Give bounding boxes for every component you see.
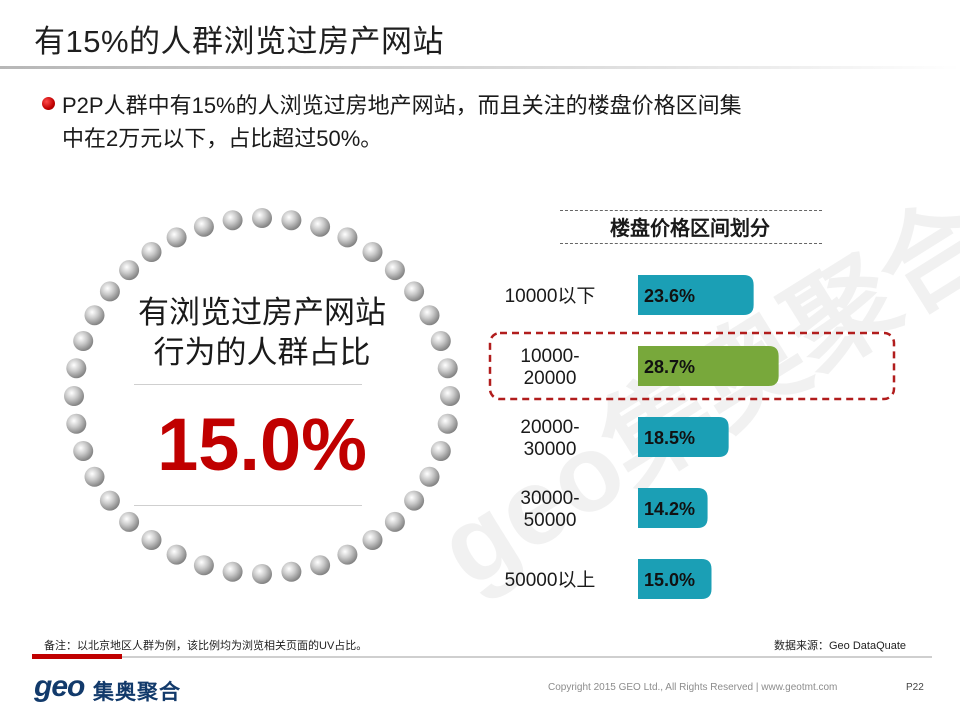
- ring-bead: [384, 260, 405, 281]
- ring-bead: [99, 490, 120, 511]
- ring-bead: [310, 555, 331, 576]
- category-label: 50000: [524, 510, 577, 531]
- ring-bead: [252, 564, 272, 584]
- ring-bead: [73, 331, 94, 351]
- ring-bead: [337, 544, 358, 565]
- price-range-bar-chart: 23.6%10000以下28.7%10000-2000018.5%20000-3…: [488, 275, 896, 599]
- ring-bead: [193, 216, 214, 237]
- category-label: 30000-: [520, 488, 579, 509]
- ring-bead: [166, 544, 187, 565]
- bullet-text-line-1: P2P人群中有15%的人浏览过房地产网站，而且关注的楼盘价格区间集: [62, 93, 742, 118]
- page-number: P22: [906, 682, 924, 693]
- bar: [638, 275, 754, 315]
- ring-label-line-1: 有浏览过房产网站: [138, 295, 386, 330]
- bar-data-label: 23.6%: [644, 286, 695, 306]
- slide-title: 有15%的人群浏览过房产网站: [34, 24, 445, 59]
- ring-bead: [384, 511, 405, 532]
- title-rule: [0, 66, 960, 69]
- highlight-frame: [488, 331, 896, 401]
- ring-bead: [419, 305, 440, 326]
- bullet-dot-icon: [42, 97, 55, 110]
- ring-bead: [66, 413, 87, 434]
- ring-bead: [66, 358, 87, 379]
- ring-bead: [437, 413, 458, 434]
- bar: [638, 488, 708, 528]
- footer-accent-bar: [32, 654, 122, 659]
- ring-bead: [440, 386, 460, 406]
- ring-bead: [404, 490, 425, 511]
- chart-title-rule-top: [560, 210, 822, 211]
- ring-bead: [419, 466, 440, 487]
- data-source: 数据来源：Geo DataQuate: [774, 640, 907, 652]
- ring-bead: [166, 227, 187, 248]
- ring-divider-bottom: [134, 505, 362, 506]
- ring-bead: [141, 530, 162, 550]
- bar-data-label: 28.7%: [644, 357, 695, 377]
- ring-divider-top: [134, 384, 362, 385]
- ring-label-line-2: 行为的人群占比: [153, 335, 371, 370]
- ring-bead: [64, 386, 84, 406]
- ring-bead: [281, 561, 302, 582]
- ring-bead: [337, 227, 358, 248]
- geo-logo: geo: [34, 670, 85, 703]
- ring-bead: [430, 441, 451, 461]
- category-label: 10000-: [520, 346, 579, 367]
- company-name-logo: 集奥聚合: [93, 681, 181, 704]
- bar: [638, 346, 779, 386]
- ring-bead: [73, 441, 94, 461]
- category-label: 50000以上: [505, 569, 596, 591]
- bar: [638, 417, 729, 457]
- ring-bead: [84, 305, 105, 326]
- bullet-text-line-2: 中在2万元以下，占比超过50%。: [62, 126, 383, 151]
- ring-bead: [362, 530, 383, 550]
- ring-bead: [84, 466, 105, 487]
- footnote: 备注：以北京地区人群为例，该比例均为浏览相关页面的UV占比。: [44, 640, 368, 652]
- ring-bead: [222, 210, 243, 231]
- bead-ring: [64, 208, 460, 584]
- chart-title-rule-bottom: [560, 243, 822, 244]
- ring-bead: [99, 281, 120, 302]
- copyright: Copyright 2015 GEO Ltd., All Rights Rese…: [548, 682, 838, 693]
- bar: [638, 559, 712, 599]
- ring-bead: [362, 242, 383, 262]
- category-label: 30000: [524, 439, 577, 460]
- footer-rule: [122, 656, 932, 658]
- category-label: 20000: [524, 368, 577, 389]
- ring-bead: [141, 242, 162, 262]
- ring-bead: [119, 260, 140, 281]
- ring-bead: [119, 511, 140, 532]
- bar-data-label: 18.5%: [644, 428, 695, 448]
- ring-bead: [252, 208, 272, 228]
- bar-data-label: 14.2%: [644, 499, 695, 519]
- ring-bead: [430, 331, 451, 351]
- ring-bead: [437, 358, 458, 379]
- ring-bead: [222, 561, 243, 582]
- chart-title: 楼盘价格区间划分: [610, 218, 770, 240]
- ring-bead: [281, 210, 302, 231]
- ring-bead: [193, 555, 214, 576]
- category-label: 20000-: [520, 417, 579, 438]
- category-label: 10000以下: [505, 286, 596, 307]
- ring-bead: [310, 216, 331, 237]
- ring-bead: [404, 281, 425, 302]
- ring-percentage-value: 15.0%: [157, 403, 367, 486]
- bar-data-label: 15.0%: [644, 570, 695, 590]
